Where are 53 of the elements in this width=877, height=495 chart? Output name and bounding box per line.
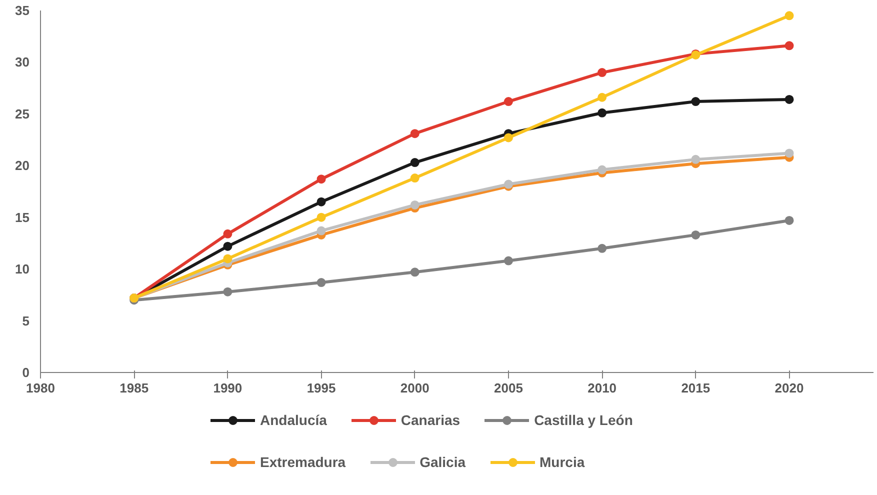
x-tick-label: 1985 [120, 380, 149, 396]
x-tick-label: 1995 [306, 380, 336, 396]
y-tick-label: 5 [22, 313, 30, 328]
x-tick-label: 2020 [774, 380, 804, 396]
point [223, 287, 232, 296]
point [691, 97, 700, 106]
point [784, 41, 794, 50]
legend-label: Extremadura [260, 454, 346, 470]
point [691, 154, 700, 164]
point [784, 11, 794, 20]
legend-label: Galicia [420, 454, 466, 470]
y-tick-label: 0 [22, 365, 30, 380]
point [504, 97, 513, 106]
x-tick-label: 2015 [681, 380, 710, 396]
point [410, 200, 420, 210]
x-tick-label: 1980 [26, 380, 55, 396]
point [598, 165, 607, 174]
x-tick-label: 2000 [400, 380, 430, 396]
point [598, 92, 607, 102]
point [223, 254, 232, 264]
point [410, 158, 420, 168]
y-tick-label: 25 [15, 106, 30, 122]
point [691, 230, 700, 240]
point [504, 133, 513, 142]
y-tick-label: 35 [15, 3, 30, 18]
point [316, 174, 326, 184]
point [410, 174, 420, 183]
y-tick-label: 15 [15, 210, 30, 225]
x-tick-label: 1990 [213, 380, 242, 396]
point [410, 129, 420, 138]
point [598, 68, 607, 78]
y-tick-label: 30 [15, 54, 30, 70]
point [598, 244, 607, 253]
point [504, 256, 513, 266]
legend-label: Murcia [540, 454, 585, 470]
y-tick-label: 20 [15, 158, 30, 174]
point [316, 226, 326, 236]
point [223, 242, 232, 251]
point [784, 216, 794, 225]
legend-label: Canarias [400, 412, 460, 428]
point [598, 108, 607, 118]
point [784, 148, 794, 158]
point [784, 94, 794, 104]
x-tick-label: 2005 [494, 380, 523, 396]
point [316, 278, 326, 288]
legend-label: Castilla y León [534, 412, 633, 428]
legend-label: Andalucía [260, 412, 327, 428]
y-tick-label: 10 [15, 262, 30, 277]
point [316, 212, 326, 222]
point [316, 197, 326, 206]
x-tick-label: 2010 [588, 380, 617, 396]
point [223, 229, 232, 238]
point [410, 268, 420, 277]
